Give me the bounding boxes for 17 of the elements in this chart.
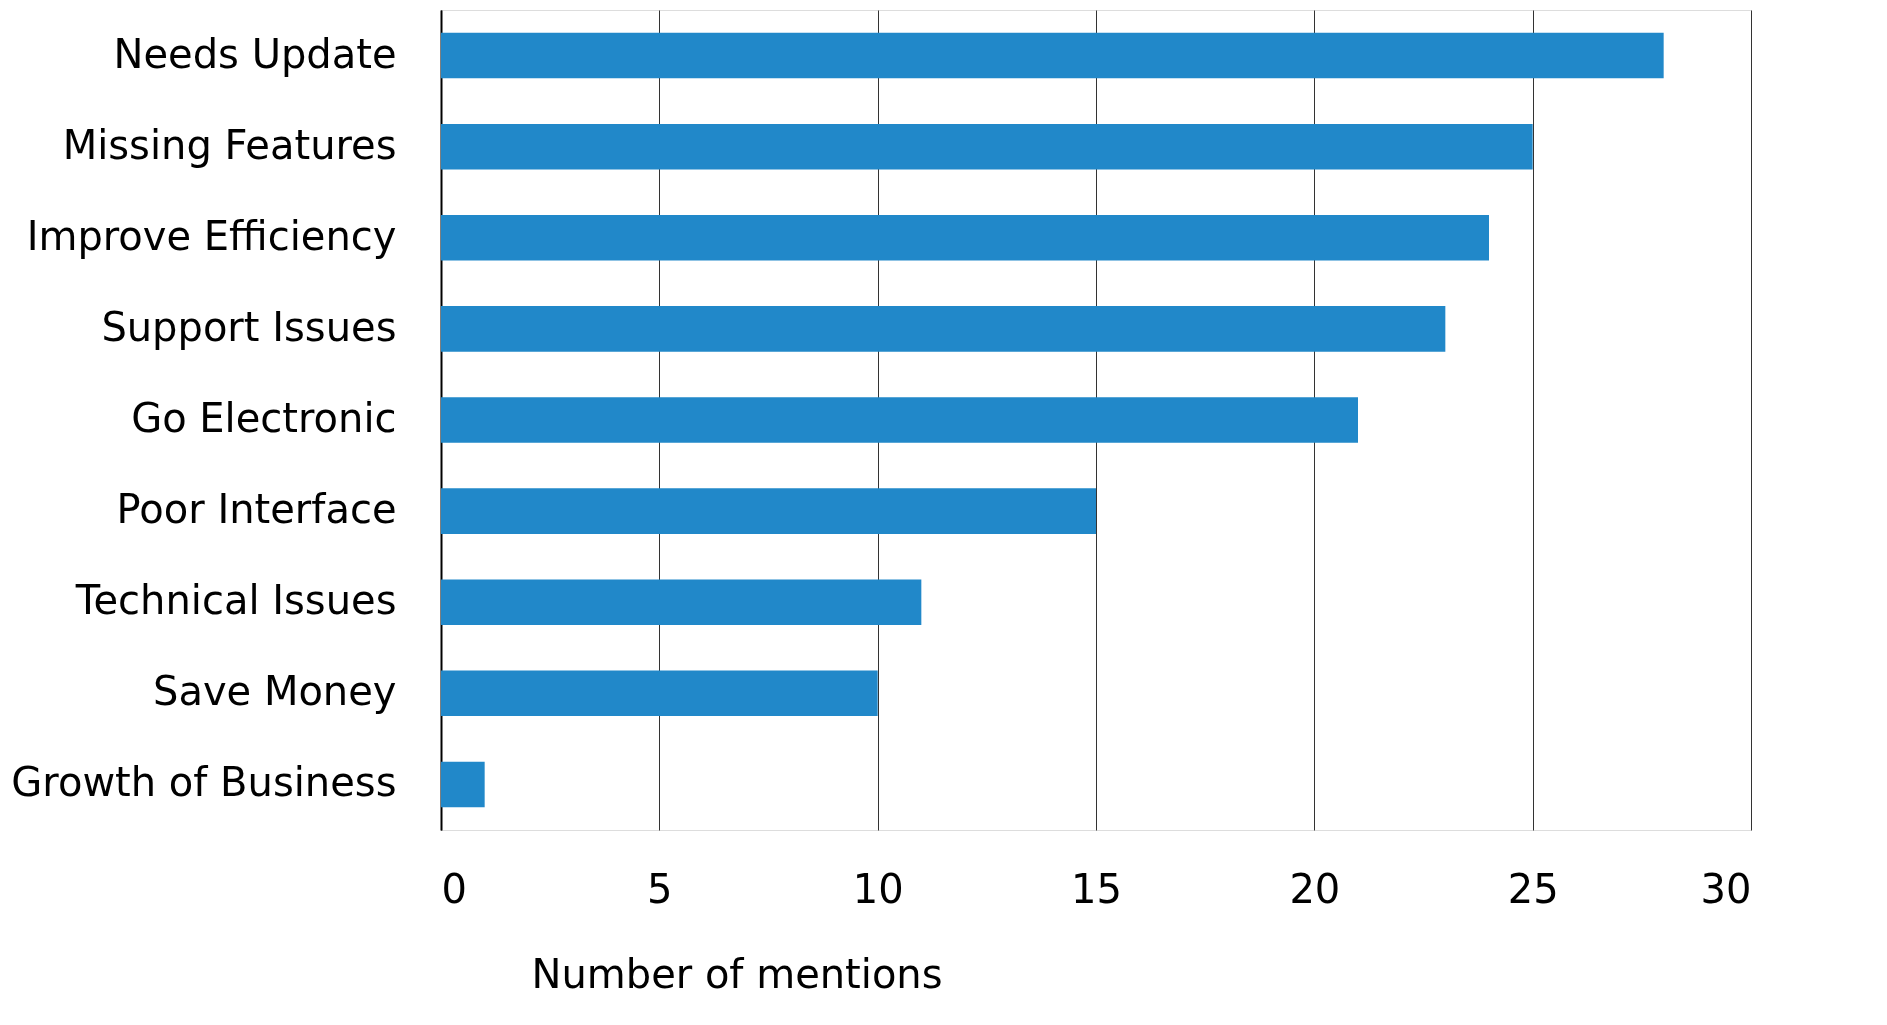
x-tick-label: 30 xyxy=(1700,865,1752,912)
y-tick-label: Poor Interface xyxy=(116,486,397,533)
y-tick-label: Save Money xyxy=(152,668,397,715)
x-tick-label: 5 xyxy=(647,865,673,912)
y-tick-label: Technical Issues xyxy=(74,577,397,624)
x-tick-label: 0 xyxy=(441,865,467,912)
y-tick-label: Support Issues xyxy=(101,303,397,350)
y-tick-label: Go Electronic xyxy=(131,395,397,441)
y-tick-label: Growth of Business xyxy=(11,759,397,806)
x-tick-label: 15 xyxy=(1071,865,1122,912)
y-tick-label: Improve Efficiency xyxy=(26,212,397,259)
y-tick-label: Missing Features xyxy=(62,121,397,168)
x-tick-label: 20 xyxy=(1289,865,1341,912)
x-axis-title: Number of mentions xyxy=(531,950,943,997)
x-tick-label: 25 xyxy=(1507,865,1559,912)
y-tick-label: Needs Update xyxy=(113,30,397,77)
x-tick-label: 10 xyxy=(852,865,904,912)
